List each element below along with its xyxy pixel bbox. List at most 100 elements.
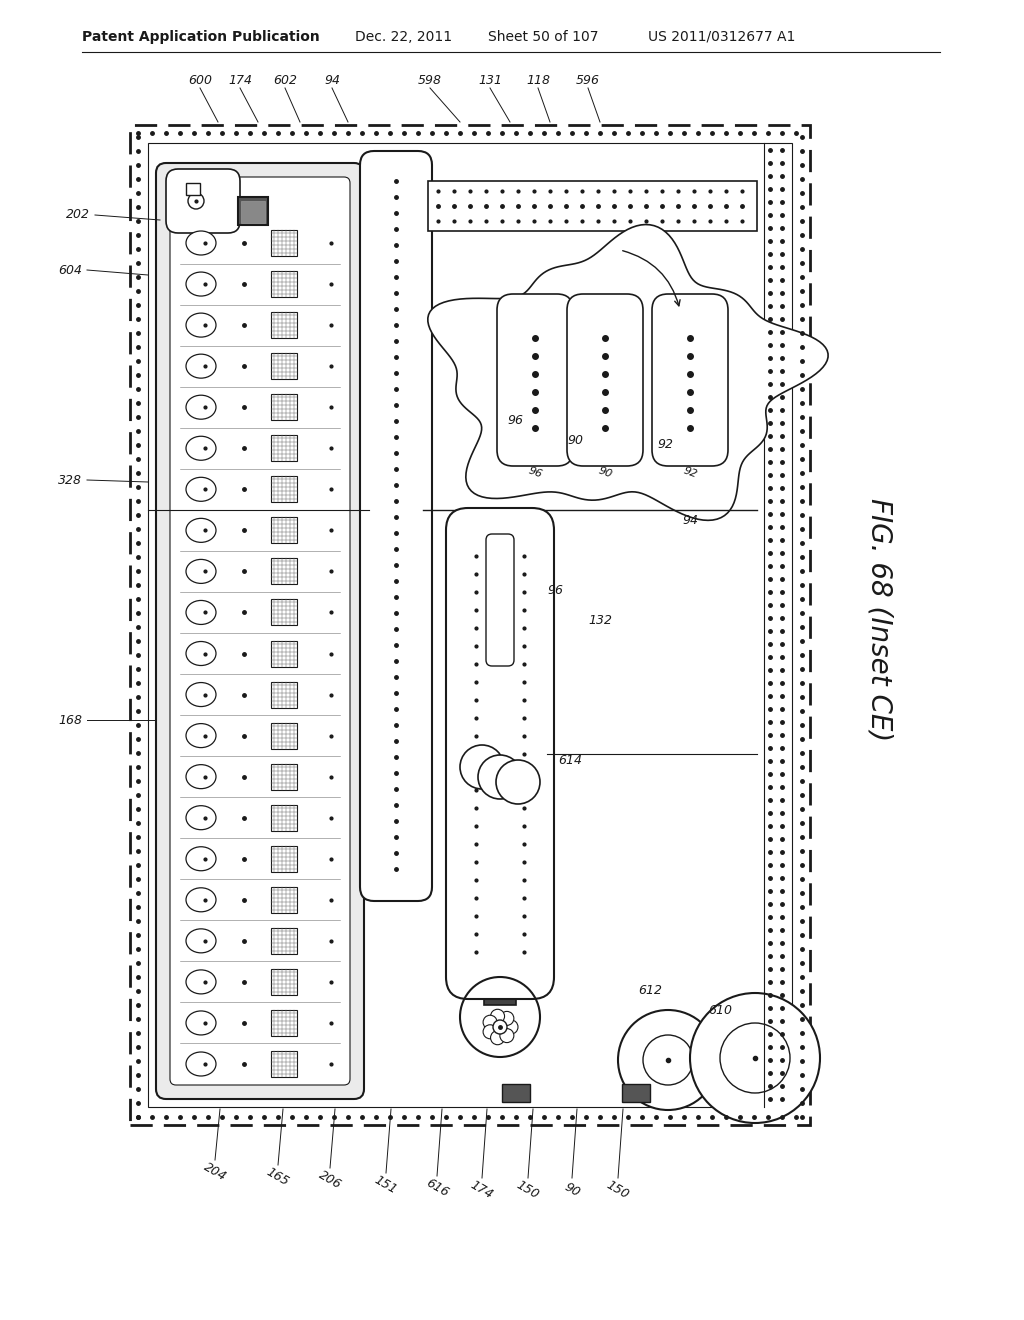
Text: 96: 96 (526, 465, 544, 479)
Ellipse shape (186, 846, 216, 871)
Circle shape (483, 1024, 497, 1039)
Bar (186, 183, 200, 195)
Bar (271, 805, 297, 830)
Bar (271, 1010, 297, 1036)
Text: 596: 596 (575, 74, 600, 87)
Ellipse shape (186, 478, 216, 502)
Text: 328: 328 (58, 474, 82, 487)
Text: 600: 600 (188, 74, 212, 87)
Text: 616: 616 (423, 1176, 451, 1200)
Text: 92: 92 (657, 438, 673, 451)
Text: 204: 204 (202, 1160, 228, 1184)
Bar (241, 201, 265, 223)
Text: US 2011/0312677 A1: US 2011/0312677 A1 (648, 30, 796, 44)
Text: 598: 598 (418, 74, 442, 87)
Bar (271, 1051, 297, 1077)
FancyBboxPatch shape (652, 294, 728, 466)
Circle shape (618, 1010, 718, 1110)
Bar (271, 477, 297, 503)
Bar (271, 887, 297, 913)
Ellipse shape (186, 560, 216, 583)
Text: 150: 150 (514, 1179, 542, 1201)
Ellipse shape (186, 764, 216, 788)
Ellipse shape (186, 888, 216, 912)
Text: 90: 90 (562, 1180, 583, 1200)
Circle shape (496, 760, 540, 804)
Ellipse shape (186, 601, 216, 624)
Bar (271, 969, 297, 995)
Text: 602: 602 (273, 74, 297, 87)
Bar (271, 517, 297, 544)
Text: 94: 94 (682, 513, 698, 527)
Bar (271, 640, 297, 667)
Ellipse shape (186, 231, 216, 255)
Text: Sheet 50 of 107: Sheet 50 of 107 (488, 30, 598, 44)
Bar (271, 395, 297, 420)
Bar (271, 354, 297, 379)
Ellipse shape (186, 929, 216, 953)
Text: 96: 96 (547, 583, 563, 597)
Text: FIG. 68 (Inset CE): FIG. 68 (Inset CE) (866, 499, 894, 742)
Bar (271, 846, 297, 871)
FancyBboxPatch shape (497, 294, 573, 466)
Text: 150: 150 (604, 1179, 632, 1201)
Circle shape (720, 1023, 790, 1093)
Circle shape (504, 1020, 518, 1034)
Text: 90: 90 (597, 465, 613, 479)
Circle shape (493, 1020, 507, 1034)
Bar (271, 681, 297, 708)
FancyBboxPatch shape (486, 535, 514, 667)
Circle shape (690, 993, 820, 1123)
Ellipse shape (186, 395, 216, 420)
Text: 206: 206 (316, 1168, 344, 1192)
Circle shape (490, 1031, 505, 1044)
Ellipse shape (186, 682, 216, 706)
Bar (271, 558, 297, 585)
Circle shape (188, 193, 204, 209)
Bar (130, 125, 810, 1125)
Ellipse shape (186, 805, 216, 830)
Bar (428, 181, 757, 231)
Text: 174: 174 (468, 1179, 496, 1201)
Bar (238, 197, 268, 224)
Bar (271, 928, 297, 954)
Ellipse shape (186, 272, 216, 296)
Ellipse shape (186, 1011, 216, 1035)
FancyBboxPatch shape (446, 508, 554, 999)
Text: 612: 612 (638, 983, 662, 997)
Ellipse shape (186, 354, 216, 378)
Ellipse shape (186, 436, 216, 461)
Circle shape (500, 1028, 514, 1043)
Text: 90: 90 (567, 433, 583, 446)
Polygon shape (428, 224, 828, 520)
FancyBboxPatch shape (360, 150, 432, 902)
Ellipse shape (186, 313, 216, 337)
Text: 614: 614 (558, 754, 582, 767)
Circle shape (490, 1010, 505, 1023)
Circle shape (478, 755, 522, 799)
Bar (271, 764, 297, 789)
Bar (502, 1084, 530, 1102)
Text: 118: 118 (526, 74, 550, 87)
Bar (148, 143, 792, 1107)
Text: 92: 92 (682, 465, 698, 479)
Bar (271, 230, 297, 256)
Bar (271, 722, 297, 748)
FancyBboxPatch shape (156, 162, 364, 1100)
Text: 604: 604 (58, 264, 82, 276)
Bar (271, 312, 297, 338)
Bar (484, 983, 516, 1005)
Circle shape (643, 1035, 693, 1085)
FancyBboxPatch shape (170, 177, 350, 1085)
Circle shape (500, 1011, 514, 1026)
Text: 168: 168 (58, 714, 82, 726)
FancyBboxPatch shape (567, 294, 643, 466)
Circle shape (460, 744, 504, 789)
Ellipse shape (186, 1052, 216, 1076)
Text: Patent Application Publication: Patent Application Publication (82, 30, 319, 44)
Bar (271, 271, 297, 297)
Bar (271, 436, 297, 461)
Text: 174: 174 (228, 74, 252, 87)
Text: 94: 94 (324, 74, 340, 87)
Bar (271, 599, 297, 626)
